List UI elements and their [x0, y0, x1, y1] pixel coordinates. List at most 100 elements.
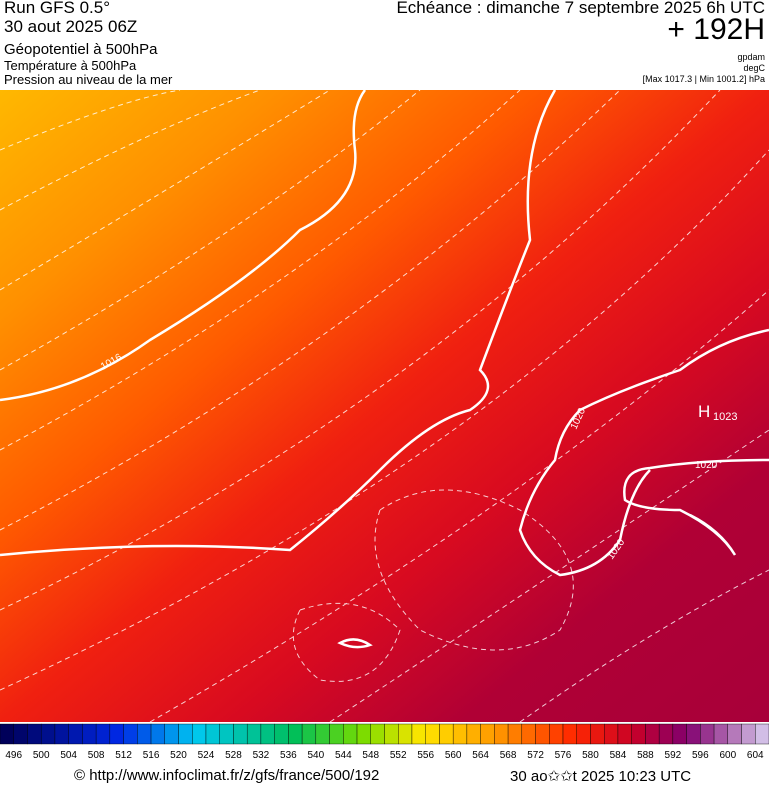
field: Pression au niveau de la mer: [4, 72, 173, 87]
color-swatch: [672, 723, 687, 745]
colorbar-label: 604: [747, 750, 764, 761]
unit: gpdam: [737, 52, 765, 62]
color-swatch: [384, 723, 399, 745]
color-swatch: [192, 723, 207, 745]
colorbar-label: 560: [445, 750, 462, 761]
colorbar-label: 496: [5, 750, 22, 761]
pressure-range: [Max 1017.3 | Min 1001.2] hPa: [642, 74, 765, 84]
color-swatch: [658, 723, 674, 745]
color-swatch: [315, 723, 330, 745]
colorbar-label: 532: [253, 750, 270, 761]
color-swatch: [205, 723, 220, 745]
unit: degC: [743, 63, 765, 73]
colorbar-label: 584: [610, 750, 627, 761]
color-swatch: [150, 723, 165, 745]
color-swatch: [40, 723, 56, 745]
color-swatch: [631, 723, 646, 745]
colorbar-label: 596: [692, 750, 709, 761]
colorbar-label: 500: [33, 750, 50, 761]
color-swatch: [562, 723, 577, 745]
color-swatch: [645, 723, 660, 745]
color-swatch: [398, 723, 413, 745]
colorbar-label: 556: [417, 750, 434, 761]
color-swatch: [356, 723, 371, 745]
color-swatch: [301, 723, 317, 745]
geopotential-lines: [0, 90, 769, 722]
map: 1016 1020 1020 1020 H 1023: [0, 90, 769, 722]
echeance: Echéance : dimanche 7 septembre 2025 6h …: [396, 0, 765, 17]
colorbar-label: 572: [527, 750, 544, 761]
color-swatch: [178, 723, 193, 745]
color-swatch: [590, 723, 605, 745]
colorbar-label: 588: [637, 750, 654, 761]
color-swatch: [109, 723, 124, 745]
color-swatch: [246, 723, 262, 745]
color-swatch: [95, 723, 111, 745]
color-swatch: [27, 723, 42, 745]
colorbar-label: 548: [362, 750, 379, 761]
color-swatch: [439, 723, 454, 745]
colorbar-label: 512: [115, 750, 132, 761]
color-swatch: [549, 723, 564, 745]
color-swatch: [617, 723, 632, 745]
color-swatch: [329, 723, 344, 745]
color-swatch: [494, 723, 509, 745]
temperature-field: [0, 90, 769, 722]
isobar-label: 1020: [695, 460, 718, 471]
color-swatch: [686, 723, 701, 745]
isobars: [0, 90, 769, 649]
color-swatch: [755, 723, 769, 745]
run: Run GFS 0.5°: [4, 0, 111, 17]
color-swatch: [123, 723, 138, 745]
colorbar-label: 540: [307, 750, 324, 761]
color-swatch: [260, 723, 275, 745]
generated: 30 ao✩✩t 2025 10:23 UTC: [510, 768, 692, 785]
color-swatch: [233, 723, 248, 745]
color-swatch: [137, 723, 152, 745]
colorbar-label: 524: [198, 750, 215, 761]
field: Géopotentiel à 500hPa: [4, 41, 158, 58]
lead-time: + 192H: [667, 13, 765, 46]
colorbar-label: 552: [390, 750, 407, 761]
color-swatch: [521, 723, 536, 745]
color-swatch: [219, 723, 234, 745]
high-value: 1023: [713, 411, 737, 423]
colorbar-label: 508: [88, 750, 105, 761]
color-swatch: [480, 723, 495, 745]
colorbar-label: 520: [170, 750, 187, 761]
run-date: 30 aout 2025 06Z: [4, 17, 138, 36]
field: Température à 500hPa: [4, 58, 137, 73]
colorbar-label: 568: [500, 750, 517, 761]
color-swatch: [727, 723, 742, 745]
colorbar-label: 504: [60, 750, 77, 761]
colorbar-label: 576: [555, 750, 572, 761]
color-swatch: [13, 723, 28, 745]
color-swatch: [288, 723, 303, 745]
color-swatch: [466, 723, 481, 745]
high-marker: H: [698, 402, 710, 421]
color-swatch: [370, 723, 385, 745]
color-swatch: [0, 723, 14, 745]
color-swatch: [576, 723, 591, 745]
color-swatch: [507, 723, 523, 745]
color-swatch: [452, 723, 468, 745]
color-swatch: [713, 723, 729, 745]
color-swatch: [274, 723, 289, 745]
color-swatch: [741, 723, 756, 745]
colorbar: 496 500 504 508 512 516 520 524 528 532 536 540 544 5…: [0, 723, 769, 761]
colorbar-label: 592: [665, 750, 682, 761]
color-swatch: [82, 723, 97, 745]
colorbar-label: 516: [143, 750, 160, 761]
color-swatch: [700, 723, 715, 745]
colorbar-label: 580: [582, 750, 599, 761]
colorbar-label: 528: [225, 750, 242, 761]
color-swatch: [164, 723, 179, 745]
color-swatch: [54, 723, 69, 745]
color-swatch: [343, 723, 358, 745]
colorbar-label: 600: [719, 750, 736, 761]
color-swatch: [411, 723, 426, 745]
color-swatch: [68, 723, 83, 745]
color-swatch: [604, 723, 619, 745]
colorbar-label: 564: [472, 750, 489, 761]
